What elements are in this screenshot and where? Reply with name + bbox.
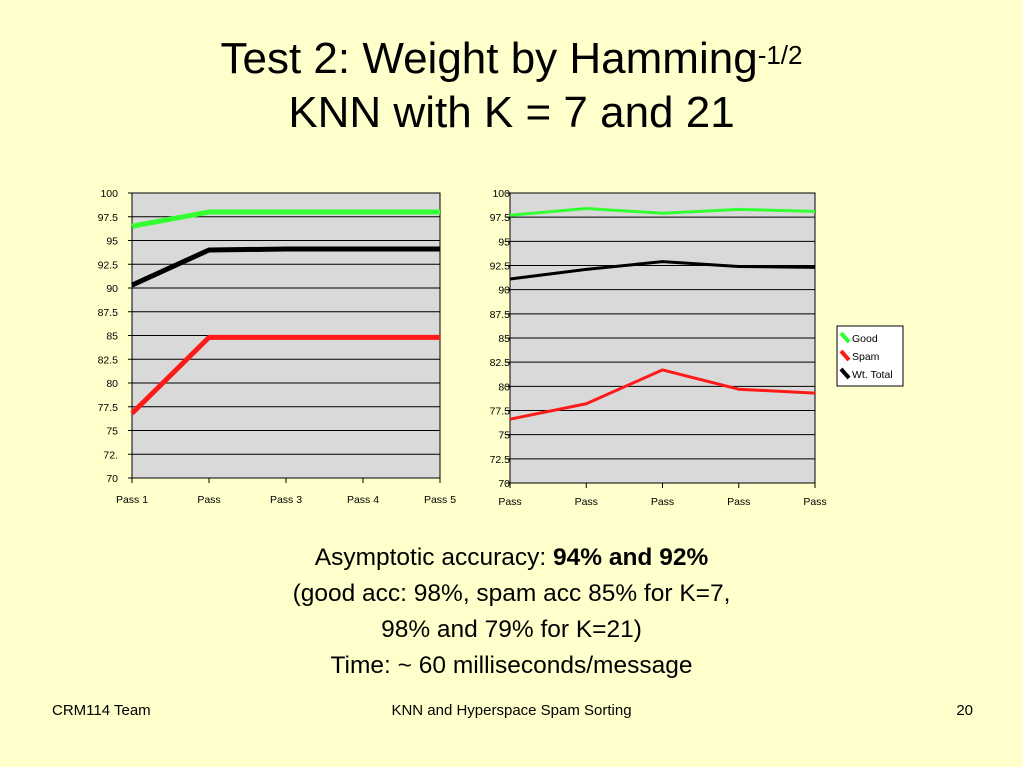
chart-1-x-tick-label: Pass 3 <box>270 494 302 506</box>
chart-2-x-tick-label: Pass <box>575 496 598 508</box>
chart-1-series-total-line <box>130 246 440 288</box>
summary-line-1: Asymptotic accuracy: 94% and 92% <box>0 540 1023 576</box>
chart-1-series-spam-line <box>130 334 440 416</box>
footer-center: KNN and Hyperspace Spam Sorting <box>391 702 632 719</box>
chart-1-x-tick-label: Pass 1 <box>116 494 148 506</box>
chart-1-y-tick-label: 85 <box>106 331 118 343</box>
chart-2-y-tick-label: 80 <box>498 381 510 393</box>
slide-title: Test 2: Weight by Hamming-1/2 KNN with K… <box>0 32 1023 140</box>
chart-1-y-tick-label: 92.5 <box>98 259 119 271</box>
chart-2-y-tick-label: 100 <box>492 188 510 200</box>
chart-1-y-tick-label: 87.5 <box>98 307 119 319</box>
title-line1: Test 2: Weight by Hamming-1/2 <box>221 34 803 83</box>
chart-1-series-good-line <box>131 209 440 229</box>
chart-2-y-tick-label: 87.5 <box>490 309 511 321</box>
chart-2-series-total-line <box>509 260 816 281</box>
summary-line-1-prefix: Asymptotic accuracy: <box>314 544 553 571</box>
summary-line-2: (good acc: 98%, spam acc 85% for K=7, <box>292 580 731 607</box>
chart-2-y-tick-label: 90 <box>498 285 510 297</box>
chart-2-legend-swatch-total <box>839 367 851 380</box>
chart-1-y-tick-label: 70 <box>106 473 118 485</box>
chart-1-y-tick-label: 72. <box>103 449 118 461</box>
chart-1-y-tick-label: 75 <box>106 426 118 438</box>
chart-2-y-tick-label: 82.5 <box>490 357 511 369</box>
chart-2-legend-label-total: Wt. Total <box>852 369 893 381</box>
chart-1-y-tick-label: 82.5 <box>98 354 119 366</box>
summary-line-4: Time: ~ 60 milliseconds/message <box>330 652 693 679</box>
chart-2-y-tick-label: 92.5 <box>490 261 511 273</box>
summary-line-1-bold: 94% and 92% <box>553 544 709 571</box>
chart-1-y-tick-label: 77.5 <box>98 402 119 414</box>
chart-2-x-tick-label: Pass <box>651 496 674 508</box>
chart-1-y-tick-label: 100 <box>100 188 118 200</box>
title-superscript: -1/2 <box>757 40 803 70</box>
footer-page-number: 20 <box>956 702 973 719</box>
chart-2-y-tick-label: 75 <box>498 430 510 442</box>
chart-2-x-tick-label: Pass <box>498 496 521 508</box>
summary-text: Asymptotic accuracy: 94% and 92% (good a… <box>0 540 1023 684</box>
footer-left: CRM114 Team <box>52 702 151 719</box>
chart-2-y-tick-label: 77.5 <box>490 406 511 418</box>
chart-1-y-tick-label: 90 <box>106 283 118 295</box>
chart-2-y-tick-label: 95 <box>498 236 510 248</box>
chart-2-y-tick-label: 70 <box>498 478 510 490</box>
chart-1-x-tick-label: Pass 4 <box>347 494 379 506</box>
chart-1-x-tick-label: Pass 5 <box>424 494 456 506</box>
chart-2-series-spam-line <box>509 368 816 421</box>
chart-1-y-tick-label: 80 <box>106 378 118 390</box>
chart-2-legend-label-spam: Spam <box>852 351 880 363</box>
chart-2-legend-label-good: Good <box>852 333 878 345</box>
summary-line-3: 98% and 79% for K=21) <box>381 616 642 643</box>
chart-2-y-tick-label: 85 <box>498 333 510 345</box>
chart-1-x-tick-label: Pass <box>197 494 220 506</box>
chart-2-legend-swatch-spam <box>839 349 851 362</box>
title-line1-text: Test 2: Weight by Hamming <box>220 34 758 83</box>
chart-2-x-tick-label: Pass <box>803 496 826 508</box>
chart-1-y-tick-label: 95 <box>106 236 118 248</box>
chart-2-x-tick-label: Pass <box>727 496 750 508</box>
chart-2-y-tick-label: 72.5 <box>490 454 511 466</box>
chart-1-y-tick-label: 97.5 <box>98 212 119 224</box>
title-line2: KNN with K = 7 and 21 <box>288 88 735 137</box>
chart-2-y-tick-label: 97.5 <box>490 212 511 224</box>
chart-2-series-good-line <box>509 206 816 217</box>
chart-2-legend-swatch-good <box>839 331 851 344</box>
